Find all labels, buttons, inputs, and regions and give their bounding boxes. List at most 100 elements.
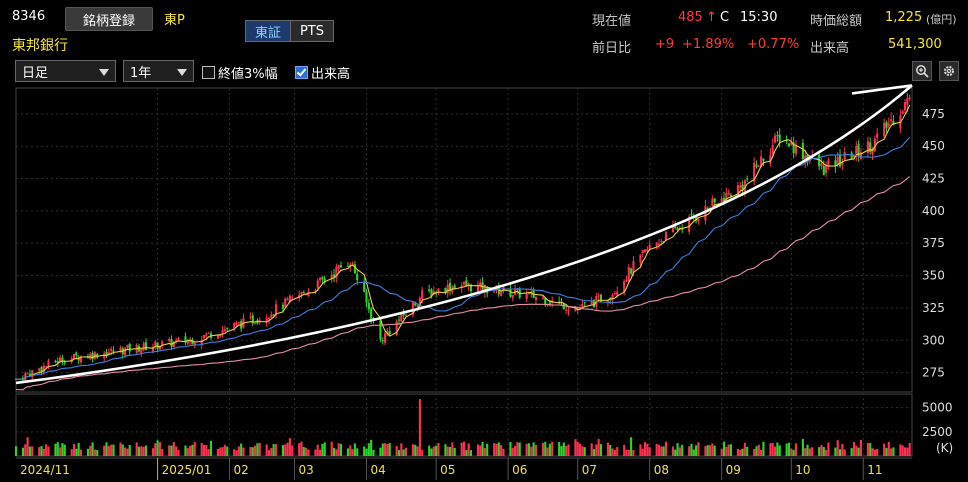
candle-body bbox=[785, 139, 788, 141]
moving-average-line bbox=[15, 136, 911, 380]
register-button[interactable]: 銘柄登録 bbox=[65, 7, 153, 31]
volume-bar bbox=[135, 442, 138, 456]
candle-body bbox=[367, 302, 370, 310]
candle-body bbox=[286, 298, 289, 300]
x-tick-label: 08 bbox=[654, 463, 669, 477]
volume-bar bbox=[105, 442, 108, 456]
volume-checkbox[interactable]: 出来高 bbox=[295, 63, 350, 82]
close3-label: 終値3%幅 bbox=[218, 67, 278, 82]
volume-bar bbox=[381, 443, 384, 456]
tab-pts[interactable]: PTS bbox=[291, 20, 334, 42]
volume-bar bbox=[110, 444, 113, 456]
volume-bar bbox=[883, 443, 886, 456]
volume-bar bbox=[727, 444, 730, 456]
candle-body bbox=[274, 304, 278, 316]
candle-body bbox=[855, 146, 858, 155]
volume-bar bbox=[530, 446, 533, 456]
diff-value: +9 bbox=[655, 37, 675, 52]
settings-button[interactable] bbox=[939, 61, 959, 81]
candle-body bbox=[493, 291, 496, 293]
volume-bar bbox=[592, 449, 596, 456]
candle-body bbox=[314, 290, 317, 292]
candle-body bbox=[801, 142, 804, 160]
volume-bar bbox=[272, 444, 275, 456]
volume-bar bbox=[741, 448, 744, 456]
volume-bar bbox=[903, 447, 907, 456]
candle-body bbox=[284, 298, 287, 308]
volume-bar bbox=[892, 447, 895, 456]
candle-body bbox=[321, 277, 324, 280]
candle-body bbox=[820, 163, 823, 167]
volume-bar bbox=[476, 444, 479, 456]
volume-bar bbox=[286, 442, 289, 456]
price-tick-label: 425 bbox=[922, 172, 945, 186]
volume-bar bbox=[54, 443, 57, 456]
candle-body bbox=[370, 308, 373, 320]
candle-body bbox=[184, 336, 187, 343]
candle-body bbox=[154, 341, 157, 346]
volume-bar bbox=[242, 447, 245, 456]
volume-bar bbox=[597, 438, 600, 456]
candle-body bbox=[75, 352, 78, 356]
volume-bar bbox=[467, 443, 470, 456]
period-select[interactable]: 日足 bbox=[15, 60, 116, 82]
volume-bar bbox=[31, 446, 34, 456]
candle-body bbox=[729, 194, 732, 198]
volume-bar bbox=[77, 442, 80, 456]
volume-bar bbox=[681, 444, 684, 456]
volume-bar bbox=[103, 445, 106, 456]
volume-bar bbox=[518, 442, 521, 456]
volume-bar bbox=[372, 449, 375, 456]
price-tick-label: 475 bbox=[922, 107, 945, 121]
volume-bar bbox=[548, 443, 551, 456]
candle-body bbox=[31, 370, 34, 378]
volume-bar bbox=[86, 448, 90, 456]
candle-body bbox=[852, 155, 856, 157]
close3-checkbox[interactable]: 終値3%幅 bbox=[202, 63, 278, 82]
x-tick-label: 10 bbox=[795, 463, 810, 477]
volume-bar bbox=[221, 447, 224, 456]
volume-bar bbox=[151, 448, 155, 456]
volume-bar bbox=[249, 446, 252, 456]
volume-bar bbox=[142, 446, 145, 456]
candle-body bbox=[384, 333, 387, 343]
volume-bar bbox=[307, 449, 310, 456]
volume-bar bbox=[595, 444, 598, 456]
volume-bar bbox=[852, 442, 856, 456]
volume-bar bbox=[251, 447, 254, 456]
candle-body bbox=[676, 227, 679, 230]
volume-bar bbox=[646, 443, 649, 456]
candle-body bbox=[627, 267, 630, 282]
volume-bar bbox=[885, 448, 888, 456]
volume-bar bbox=[186, 448, 189, 456]
volume-bar bbox=[379, 447, 382, 456]
volume-bar bbox=[319, 449, 322, 456]
volume-bar bbox=[822, 447, 825, 456]
candle-body bbox=[151, 347, 155, 352]
tab-tse[interactable]: 東証 bbox=[245, 20, 291, 42]
zoom-button[interactable] bbox=[912, 61, 932, 81]
price-tick-label: 275 bbox=[922, 366, 945, 380]
volume-bar bbox=[808, 448, 811, 456]
candle-body bbox=[776, 135, 779, 137]
volume-bar bbox=[21, 447, 25, 456]
chevron-down-icon bbox=[99, 69, 109, 76]
x-tick-label: 03 bbox=[299, 463, 314, 477]
candle-body bbox=[444, 288, 447, 294]
volume-bar bbox=[28, 446, 31, 456]
candle-body bbox=[697, 218, 700, 222]
candle-body bbox=[525, 293, 528, 299]
volume-bar bbox=[609, 445, 612, 456]
candle-body bbox=[397, 319, 401, 321]
candle-body bbox=[316, 280, 319, 289]
volume-bar bbox=[453, 447, 456, 456]
volume-bar bbox=[298, 442, 301, 456]
chevron-down-icon bbox=[177, 69, 187, 76]
volume-bar bbox=[558, 441, 561, 456]
volume-bar bbox=[184, 445, 187, 456]
volume-bar bbox=[430, 448, 433, 456]
range-select[interactable]: 1年 bbox=[123, 60, 194, 82]
volume-bar bbox=[841, 443, 844, 456]
candle-body bbox=[235, 322, 238, 325]
